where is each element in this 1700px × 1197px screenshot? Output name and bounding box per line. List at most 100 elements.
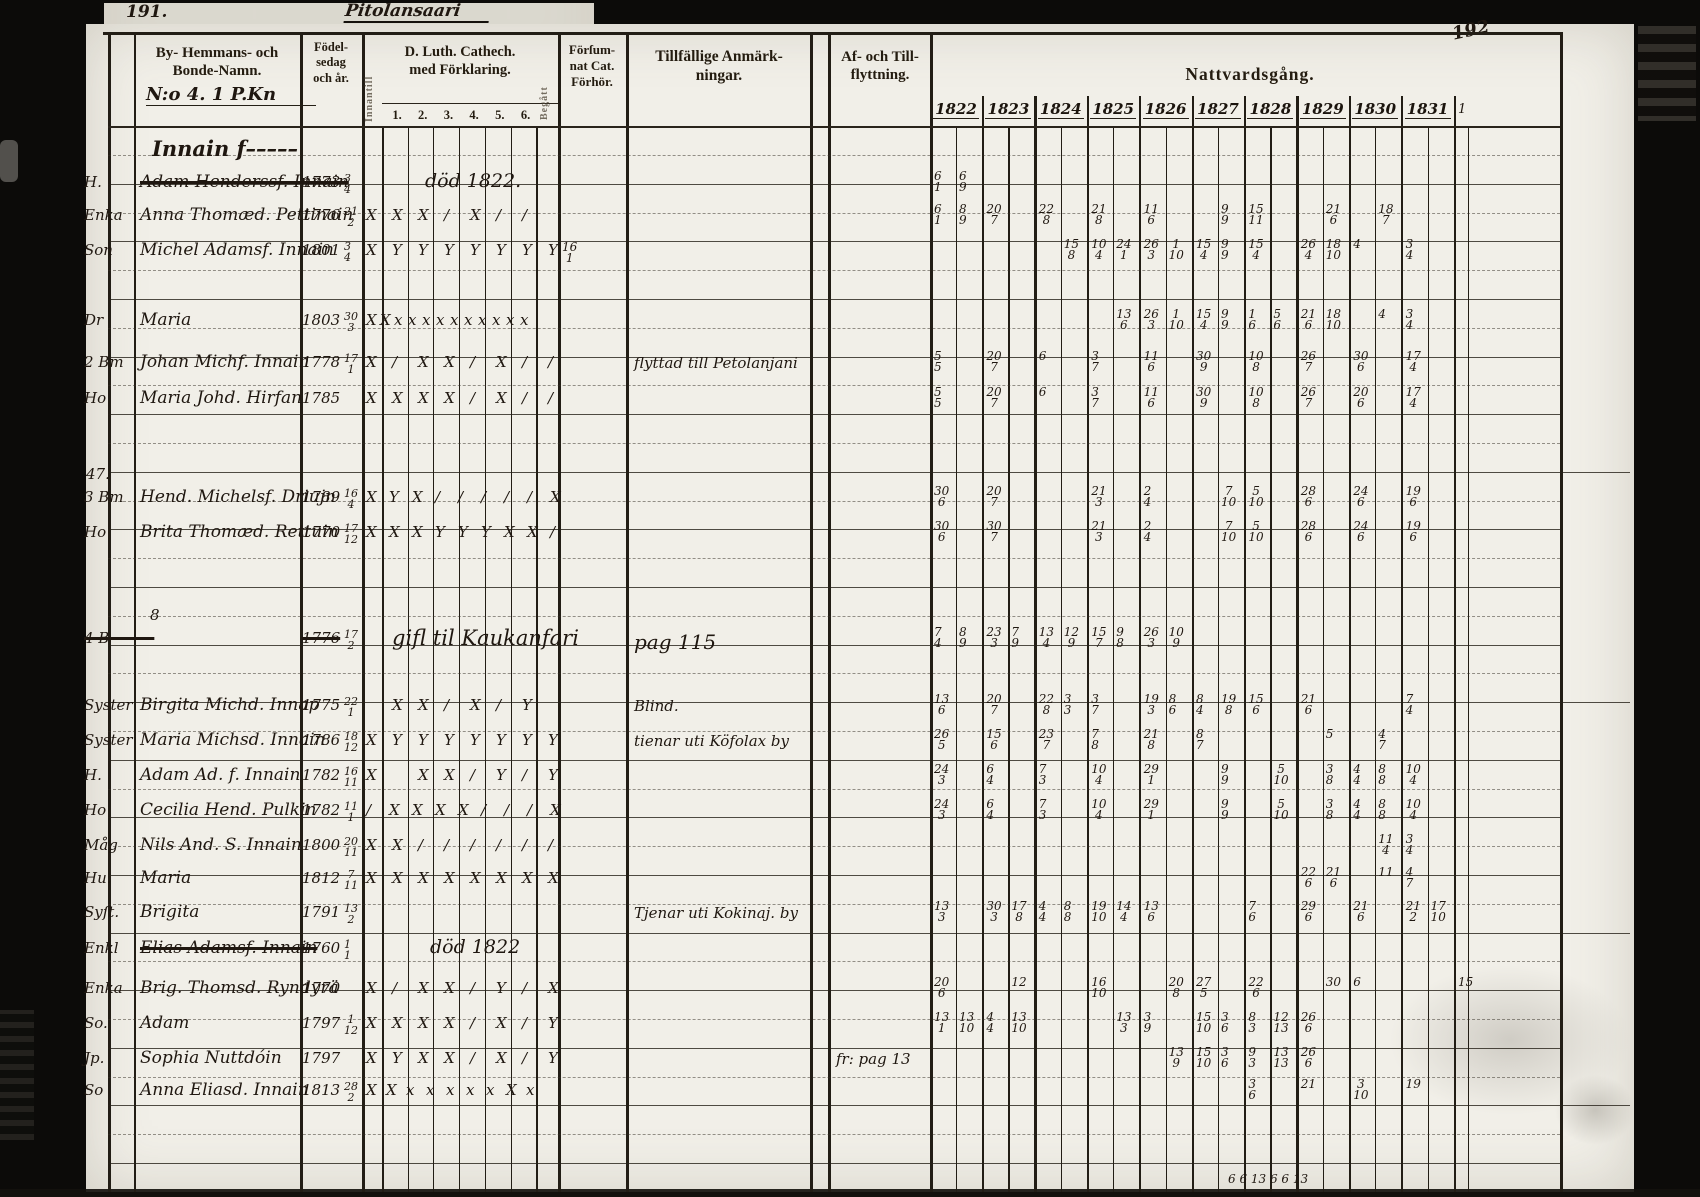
communion-date-entry: 22 8	[1038, 692, 1055, 717]
row-catechism-mark: Y	[418, 241, 428, 259]
communion-column-header: Nattvardsgång.	[1185, 64, 1315, 84]
row-catechism-mark: Y	[470, 731, 480, 749]
communion-date-entry: 19 6	[1405, 484, 1421, 509]
row-relation-label: Dr	[84, 311, 104, 329]
communion-date-entry: 18 10	[1325, 237, 1342, 262]
row-catechism-mark: Y	[548, 731, 558, 749]
row-birth-date-fraction: 7 11	[344, 868, 358, 892]
table-row-line	[108, 270, 1560, 272]
row-moving-note: fr: pag 13	[836, 1050, 911, 1068]
communion-date-entry: 17 4	[1405, 385, 1421, 410]
row-catechism-mark: Y	[496, 766, 506, 784]
row-birth-date-fraction: 17 2	[344, 628, 358, 652]
row-remark: flyttad till Petolanjani	[634, 354, 798, 372]
row-catechism-mark: Y	[496, 731, 506, 749]
footer-number-fragment: 6 6 13 6 6 13	[1228, 1172, 1309, 1186]
communion-date-entry: 20 7	[986, 484, 1002, 509]
row-catechism-mark: /	[548, 836, 554, 854]
row-catechism-mark: X	[548, 979, 559, 997]
communion-date-entry: 29 1	[1143, 762, 1159, 787]
row-person-name: Anna Thomæd. Pettinain	[140, 205, 354, 225]
row-catechism-mark: /	[392, 353, 398, 371]
row-catechism-mark: /	[470, 766, 476, 784]
communion-date-entry: 30 9	[1196, 385, 1212, 410]
row-catechism-mark: Y	[392, 731, 402, 749]
communion-date-entry: 19 6	[1405, 519, 1421, 544]
communion-date-entry: 5 10	[1273, 762, 1289, 787]
communion-date-entry: 13 6	[1143, 899, 1159, 924]
row-catechism-mark: X	[392, 1014, 403, 1032]
row-catechism-mark: /	[527, 488, 533, 506]
row-catechism-mark: x	[466, 1081, 475, 1099]
year-label: 1831	[1404, 100, 1451, 119]
table-row-line	[108, 299, 1560, 300]
table-row-line	[108, 1019, 1560, 1020]
table-vertical-line	[1375, 126, 1377, 1192]
communion-date-entry: 30 3	[986, 899, 1002, 924]
row-person-name: Maria	[140, 310, 192, 330]
row-catechism-mark: X	[458, 801, 469, 819]
table-row-line	[108, 615, 1560, 617]
table-vertical-line	[1270, 126, 1272, 1192]
communion-date-entry: 21 6	[1325, 865, 1342, 890]
row-person-name: Elias Adamsf. Innain	[140, 938, 318, 958]
row-person-name: Adam Henderssf. Innain	[140, 172, 349, 192]
communion-date-entry: 13 10	[959, 1010, 975, 1035]
row-birth-date-fraction: 28 2	[344, 1080, 358, 1104]
row-catechism-mark: X	[418, 696, 429, 714]
row-relation-label: 2 Bm	[84, 353, 124, 371]
row-catechism-mark: X	[366, 1049, 377, 1067]
communion-date-entry: 21 6	[1300, 692, 1317, 717]
row-person-name: Birgita Michd. Innap	[140, 695, 320, 715]
row-birth-date-fraction: 17 1	[344, 352, 358, 376]
table-vertical-line	[1296, 96, 1299, 1192]
row-catechism-mark: Y	[548, 241, 558, 259]
communion-date-entry: 15 8	[1063, 237, 1080, 262]
communion-date-entry: 24 3	[934, 762, 950, 787]
row-catechism-mark: /	[418, 836, 424, 854]
row-catechism-mark: /	[504, 488, 510, 506]
table-row-line	[108, 903, 1560, 905]
table-row-line	[108, 529, 1560, 531]
row-catechism-mark: /	[522, 389, 528, 407]
communion-date-entry: 14 4	[1116, 899, 1132, 924]
row-catechism-mark: X	[412, 488, 423, 506]
table-row-line	[108, 241, 1560, 243]
table-vertical-line	[108, 32, 111, 1192]
row-catechism-mark: X	[444, 353, 455, 371]
row-remark: Blind.	[634, 697, 679, 715]
year-label: 1825	[1090, 100, 1137, 119]
row-catechism-mark: /	[504, 801, 510, 819]
row-catechism-mark: X	[496, 1014, 507, 1032]
communion-date-entry: 26 3	[1143, 625, 1159, 650]
communion-date-entry: 22 6	[1248, 975, 1264, 1000]
row-birth-year: 1782	[302, 801, 341, 819]
communion-date-entry: 13 10	[1011, 1010, 1027, 1035]
row-catechism-mark: /	[470, 353, 476, 371]
row-catechism-mark: x	[464, 311, 473, 329]
row-catechism-mark: X	[366, 836, 377, 854]
communion-date-entry: 17 4	[1405, 349, 1421, 374]
communion-date-entry: 19 8	[1221, 692, 1237, 717]
row-catechism-mark: X	[522, 869, 533, 887]
row-catechism-mark: X	[506, 1081, 517, 1099]
row-relation-label: Son	[84, 241, 113, 259]
communion-date-entry: 30 6	[934, 519, 950, 544]
communion-date-entry: 6	[1038, 349, 1047, 363]
name-column-header: By- Hemmans- och Bonde-Namn.	[155, 45, 279, 80]
row-remark: Tjenar uti Kokinaj. by	[634, 904, 798, 922]
row-birth-date-fraction: 18 12	[344, 730, 358, 754]
communion-date-entry: 19 10	[1091, 899, 1107, 924]
row-remark: pag 115	[634, 630, 717, 654]
communion-date-entry: 26 7	[1300, 385, 1317, 410]
row-catechism-mark: Y	[522, 696, 532, 714]
table-row-line	[108, 673, 1560, 675]
row-catechism-mark: X	[418, 353, 429, 371]
communion-date-entry: 10 4	[1091, 237, 1107, 262]
row-catechism-mark: X	[435, 801, 446, 819]
